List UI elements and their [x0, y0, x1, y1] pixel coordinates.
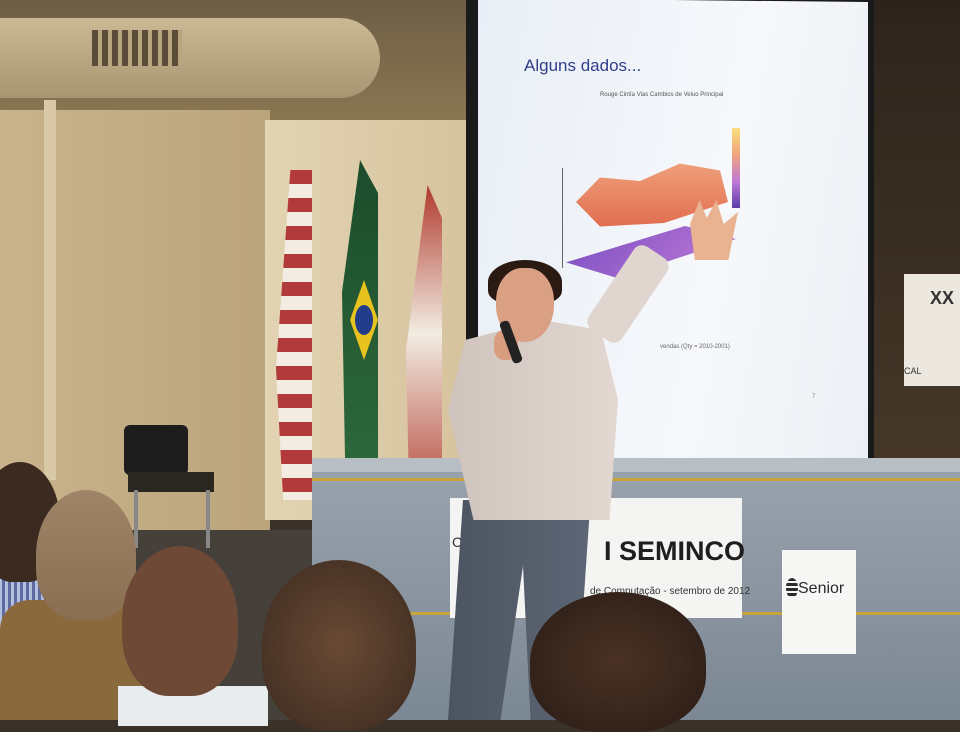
audience-member-head: [122, 546, 238, 696]
sponsor-logo-icon: [786, 578, 798, 598]
air-vent: [92, 30, 182, 66]
flag-globe: [355, 305, 373, 335]
slide-chart-title: Rouge Cintía Vias Cambios de Veluo Princ…: [600, 92, 724, 98]
chair-back: [124, 425, 188, 475]
slide-caption: vendas (Qty = 2010-2001): [660, 344, 730, 350]
chair-leg: [134, 490, 138, 548]
wall-pipe: [44, 100, 56, 480]
audience-member-head: [262, 560, 416, 730]
banner-subtitle: de Computação - setembro de 2012: [590, 586, 751, 597]
chair-leg: [206, 490, 210, 548]
right-wall: [860, 0, 960, 540]
slide-page-number: 7: [812, 394, 816, 400]
air-duct: [0, 18, 380, 98]
chart-z-axis: [562, 168, 563, 268]
sponsor-name: Senior: [798, 580, 845, 597]
stage-stripe: [312, 478, 960, 481]
poster-footer: CAL: [904, 366, 922, 376]
sponsor-banner: [782, 550, 856, 654]
poster-text: XX: [930, 288, 955, 308]
stage-top-edge: [312, 458, 960, 472]
wall-poster: [904, 274, 960, 386]
presenter-shirt: [448, 320, 618, 520]
audience-member-head: [36, 490, 136, 620]
chair-seat: [128, 472, 214, 492]
chart-colorbar: [732, 128, 740, 208]
slide-title: Alguns dados...: [524, 56, 642, 75]
banner-title: I SEMINCO: [604, 536, 746, 566]
audience-member-head: [530, 592, 706, 732]
